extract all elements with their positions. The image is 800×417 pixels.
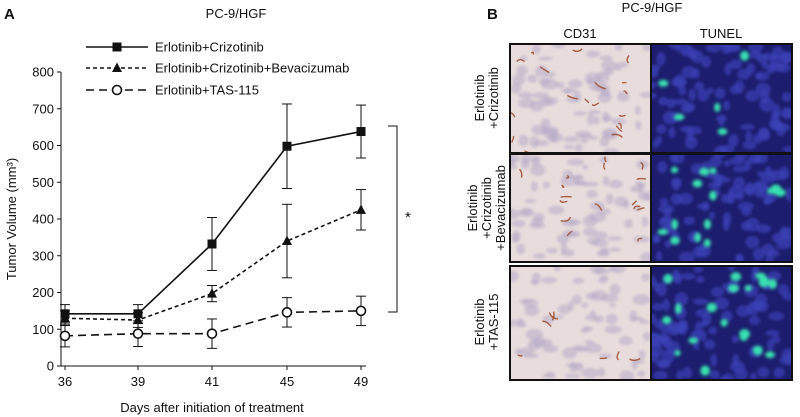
row-label-line: Erlotinib xyxy=(472,299,487,346)
panel-b-letter: B xyxy=(487,6,498,23)
legend-marker xyxy=(112,62,122,72)
legend-label: Erlotinib+Crizotinib+Bevacizumab xyxy=(155,61,349,76)
series-3 xyxy=(59,295,367,349)
cd31-image-row-3 xyxy=(509,265,652,381)
row-label-1: Erlotinib +Crizotinib xyxy=(472,67,501,129)
x-tick-group: 36 39 41 45 49 xyxy=(58,366,368,389)
y-tick-label: 0 xyxy=(47,359,54,374)
series-line xyxy=(64,209,362,321)
x-tick-label: 45 xyxy=(280,374,294,389)
row-label-line: Erlotinib xyxy=(465,185,480,232)
chart-legend: Erlotinib+Crizotinib Erlotinib+Crizotinib… xyxy=(86,40,349,98)
column-header-cd31: CD31 xyxy=(563,26,596,41)
y-tick-label: 200 xyxy=(32,285,54,300)
legend-label: Erlotinib+Crizotinib xyxy=(155,40,264,55)
x-tick-label: 39 xyxy=(131,374,145,389)
micrograph-grid xyxy=(509,43,793,381)
y-tick-group: 0 100 200 300 400 500 600 700 800 xyxy=(32,65,61,374)
tunel-image-row-3 xyxy=(650,265,793,381)
data-point xyxy=(281,307,293,318)
x-tick-label: 49 xyxy=(354,374,368,389)
data-point xyxy=(206,328,218,339)
panel-a-letter: A xyxy=(4,6,15,23)
y-tick-label: 700 xyxy=(32,101,54,116)
y-tick-label: 100 xyxy=(32,322,54,337)
row-label-line: +Crizotinib xyxy=(479,177,494,239)
tunel-image-row-2 xyxy=(650,153,793,263)
y-tick-label: 300 xyxy=(32,248,54,263)
y-tick-label: 800 xyxy=(32,65,54,80)
y-axis-label: Tumor Volume (mm³) xyxy=(4,158,19,280)
cd31-image-row-1 xyxy=(509,43,652,154)
x-axis-label: Days after initiation of treatment xyxy=(120,400,304,415)
data-point xyxy=(133,309,143,319)
legend-entry-1: Erlotinib+Crizotinib xyxy=(86,40,264,55)
data-point xyxy=(282,141,292,151)
y-tick-label: 400 xyxy=(32,212,54,227)
legend-label: Erlotinib+TAS-115 xyxy=(155,83,259,98)
data-point xyxy=(132,328,144,339)
legend-entry-3: Erlotinib+TAS-115 xyxy=(86,83,259,98)
row-label-line: Erlotinib xyxy=(472,75,487,122)
tunel-image-row-1 xyxy=(650,43,793,154)
series-2 xyxy=(60,189,366,328)
x-tick-label: 36 xyxy=(58,374,72,389)
data-point xyxy=(356,127,366,137)
significance-bracket xyxy=(388,125,398,313)
row-label-2: Erlotinib +Crizotinib +Bevacizumab xyxy=(465,165,508,251)
data-point xyxy=(356,204,366,214)
panel-b-title: PC-9/HGF xyxy=(622,0,683,15)
legend-marker xyxy=(112,42,122,52)
y-tick-label: 600 xyxy=(32,138,54,153)
y-tick-label: 500 xyxy=(32,175,54,190)
row-label-line: +TAS-115 xyxy=(486,294,501,351)
data-point xyxy=(59,330,71,342)
legend-entry-2: Erlotinib+Crizotinib+Bevacizumab xyxy=(86,61,349,76)
data-point xyxy=(355,305,367,317)
column-header-tunel: TUNEL xyxy=(700,26,743,41)
data-point xyxy=(207,288,217,298)
panel-b-image-grid: B PC-9/HGF CD31 TUNEL Erlotinib +Crizotin… xyxy=(465,0,793,381)
series-layer xyxy=(59,103,367,349)
chart-title: PC-9/HGF xyxy=(206,6,267,21)
x-tick-label: 41 xyxy=(205,374,219,389)
series-line xyxy=(65,130,362,315)
data-point xyxy=(60,309,70,319)
row-label-line: +Crizotinib xyxy=(486,67,501,129)
cd31-image-row-2 xyxy=(509,153,652,263)
series-1 xyxy=(60,103,366,324)
significance-label: * xyxy=(405,209,411,226)
data-point xyxy=(207,239,217,249)
row-label-line: +Bevacizumab xyxy=(493,165,508,251)
data-point xyxy=(282,235,292,246)
row-label-3: Erlotinib +TAS-115 xyxy=(472,294,501,351)
legend-marker xyxy=(111,84,123,96)
